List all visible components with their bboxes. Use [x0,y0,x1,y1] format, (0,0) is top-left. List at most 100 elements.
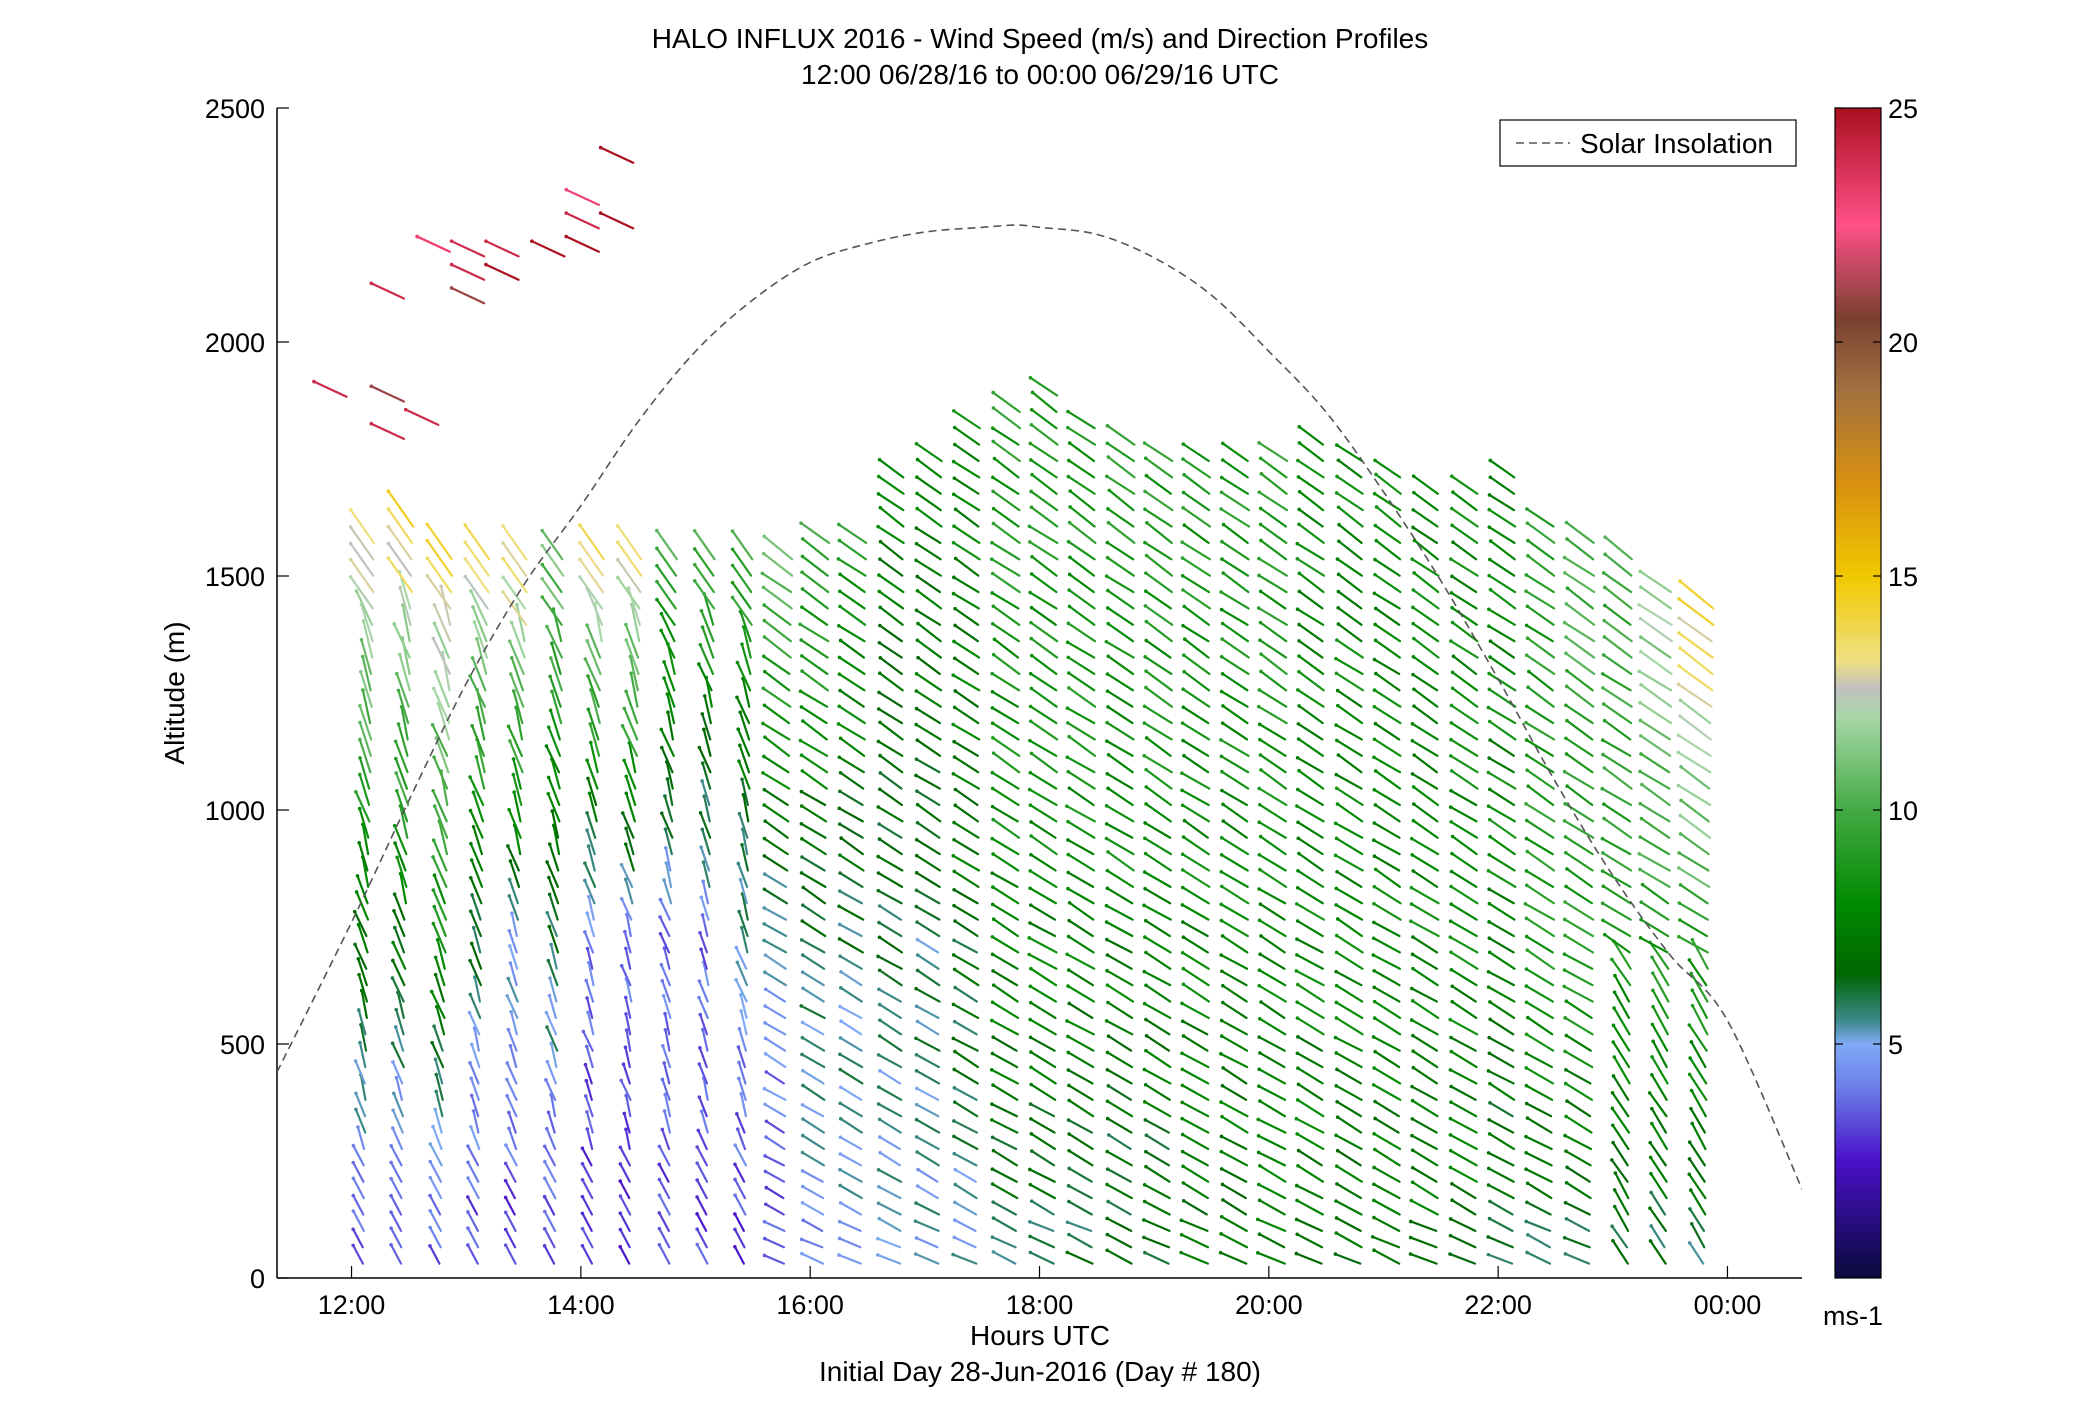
wind-barb [700,827,711,856]
wind-barb-shaft [839,986,863,1003]
wind-barb [763,1036,787,1052]
wind-barb-dot [801,1117,805,1121]
wind-barb [990,690,1019,708]
wind-barb-shaft [506,994,519,1020]
wind-barb-dot [1563,571,1567,575]
wind-barb-shaft [473,1027,480,1052]
wind-barb-dot [990,836,995,841]
wind-barb-dot [505,1061,509,1065]
wind-barb-dot [1412,704,1416,708]
wind-barb-shaft [469,910,483,938]
wind-barb [504,1143,518,1167]
wind-barb-dot [1639,752,1643,756]
wind-barb-dot [542,1209,547,1214]
wind-barb-dot [877,968,882,973]
wind-barb-dot [699,895,704,900]
wind-barb [353,942,368,970]
wind-barb-dot [433,955,438,960]
wind-barb-dot [915,738,920,742]
wind-barb-dot [1335,738,1339,743]
wind-barb-dot [1563,1016,1567,1020]
wind-barb [837,1219,862,1232]
wind-barb [357,972,369,1003]
wind-barb [623,995,632,1020]
wind-barb-dot [505,994,510,998]
wind-barb-shaft [702,861,711,888]
wind-barb-shaft [389,1194,403,1216]
wind-barb-shaft [660,812,674,839]
wind-barb-dot [1219,507,1223,511]
wind-barb-dot [1412,687,1416,692]
wind-barb [396,688,410,725]
wind-barb-dot [1181,920,1185,924]
wind-barb [511,689,524,725]
wind-barb-dot [1651,971,1655,975]
wind-barb [615,524,643,561]
wind-barb-dot [1450,620,1455,625]
wind-barb [623,842,635,872]
wind-barb-dot [1372,1182,1376,1187]
wind-barb-dot [1486,1252,1491,1257]
wind-barb [951,459,981,479]
wind-barb-shaft [740,926,749,954]
wind-barb [761,686,792,708]
wind-barb-dot [952,1086,957,1090]
wind-barb [914,773,941,790]
wind-barb-dot [1106,1000,1110,1005]
wind-barb [696,1128,708,1151]
wind-barb [800,1103,825,1118]
wind-barb [876,954,903,970]
wind-barb [876,492,905,512]
wind-barb-shaft [466,1176,480,1200]
wind-barb [800,1251,825,1265]
wind-barb-dot [952,1019,957,1024]
wind-barb-dot [1065,1250,1070,1255]
wind-barb-dot [991,917,996,922]
wind-barb-shaft [504,1143,518,1167]
wind-barb-dot [660,1043,665,1048]
wind-barb-shaft [625,1028,632,1052]
wind-barb-dot [1562,555,1567,560]
wind-barb [542,1194,556,1216]
wind-barb-dot [1450,834,1455,839]
wind-barb-shaft [764,988,786,1003]
wind-barb-shaft [357,1008,367,1036]
wind-barb-dot [1449,788,1453,793]
wind-barb-dot [1524,1000,1529,1005]
wind-barb-shaft [838,1005,863,1020]
wind-barb-dot [837,1253,841,1257]
wind-barb-shaft [738,812,749,839]
wind-barb-shaft [619,1245,631,1265]
wind-barb-dot [878,1150,882,1155]
wind-barb [914,706,942,725]
wind-barb [990,770,1020,790]
wind-barb-dot [915,574,920,579]
wind-barb-shaft [505,1094,518,1118]
wind-barb-dot [1297,851,1301,856]
wind-barb-shaft [475,755,486,790]
wind-barb-shaft [470,1077,480,1101]
wind-barb-shaft [352,1177,365,1200]
wind-barb [801,986,825,1003]
wind-barb-dot [1297,425,1302,429]
wind-barb-shaft [801,555,829,577]
wind-barb-dot [876,854,881,859]
wind-barb-dot [545,860,549,864]
wind-barb [546,958,559,987]
wind-barb-dot [615,557,620,562]
wind-barb-shaft [589,722,601,757]
wind-barb [501,575,527,610]
wind-barb-shaft [550,690,563,725]
wind-barb [697,745,712,774]
wind-barb-dot [1601,571,1606,575]
wind-barb-shaft [501,541,528,577]
wind-barb-shaft [764,954,787,970]
wind-barb-dot [1144,1048,1148,1053]
wind-barb [618,1227,631,1249]
wind-barb-shaft [877,1102,903,1118]
wind-barb [659,611,676,643]
wind-barb-shaft [434,956,446,987]
wind-barb-dot [1219,853,1224,857]
wind-barb [838,1052,864,1069]
wind-barb [659,727,675,757]
